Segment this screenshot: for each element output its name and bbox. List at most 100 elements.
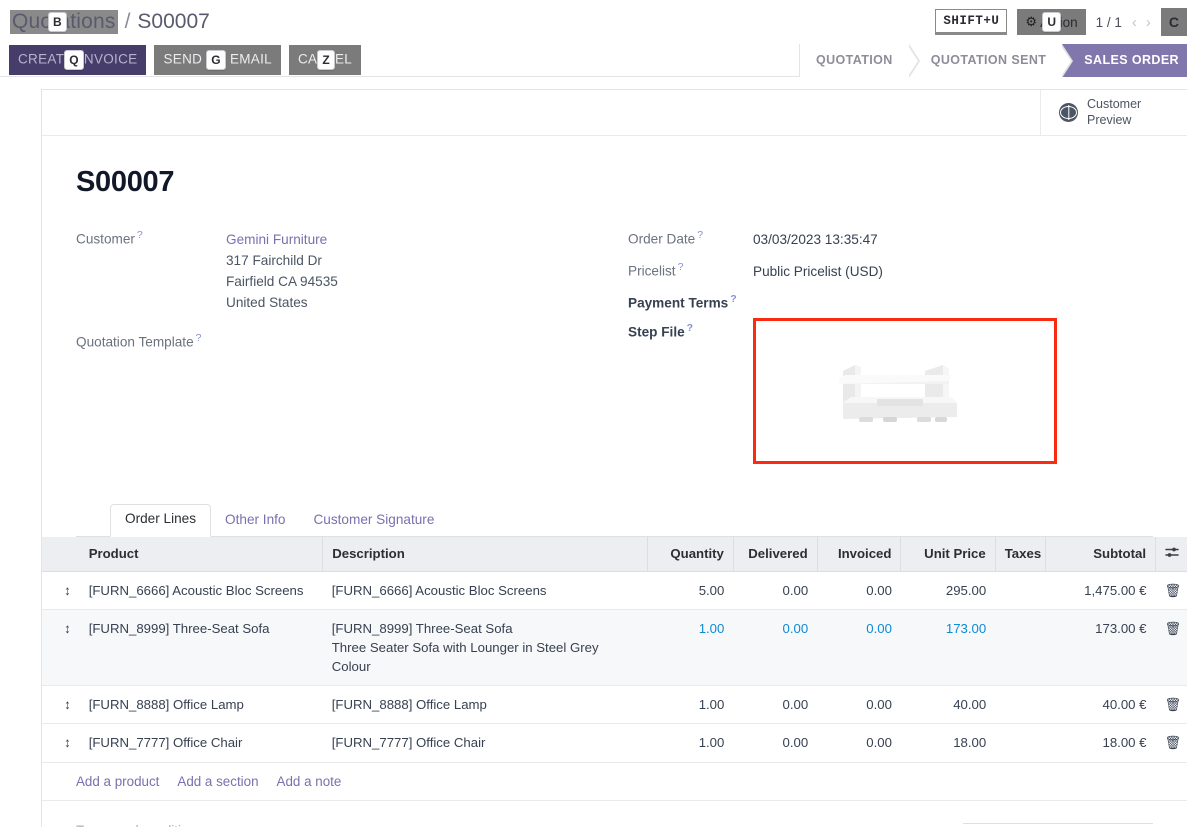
quotation-template-label-text: Quotation Template — [76, 334, 194, 350]
cell-delivered[interactable]: 0.00 — [733, 685, 818, 725]
column-product[interactable]: Product — [79, 536, 324, 572]
cell-description-main: [FURN_7777] Office Chair — [331, 735, 486, 751]
chevron-right-icon[interactable]: › — [1145, 13, 1151, 31]
customer-name-link[interactable]: Gemini Furniture — [226, 232, 328, 247]
cell-unit-price[interactable]: 173.00 — [900, 609, 996, 687]
stage-quotation-sent[interactable]: QUOTATION SENT — [908, 43, 1073, 78]
send-email-label-after: EMAIL — [229, 51, 272, 67]
record-sheet: Customer Preview S00007 Customer? Gemini… — [41, 89, 1187, 827]
cell-taxes[interactable] — [995, 685, 1046, 725]
breadcrumb-root-quotations[interactable]: Quotations B — [10, 10, 118, 34]
field-pricelist: Pricelist? Public Pricelist (USD) — [628, 261, 1153, 282]
column-taxes[interactable]: Taxes — [995, 536, 1047, 572]
field-order-date-value[interactable]: 03/03/2023 13:35:47 — [753, 232, 878, 247]
cell-unit-price[interactable]: 295.00 — [900, 571, 996, 610]
help-icon[interactable]: ? — [195, 332, 202, 345]
help-icon[interactable]: ? — [677, 261, 684, 274]
cancel-label-after: EL — [334, 51, 353, 67]
tab-other-info[interactable]: Other Info — [225, 512, 286, 528]
cell-quantity[interactable]: 1.00 — [647, 685, 734, 725]
help-icon[interactable]: ? — [697, 229, 704, 241]
field-customer-value[interactable]: Gemini Furniture 317 Fairchild Dr Fairfi… — [226, 229, 338, 313]
trash-icon[interactable]: 🗑 — [1155, 571, 1187, 610]
tab-order-lines[interactable]: Order Lines — [110, 504, 212, 537]
action-menu-button[interactable]: ⚙ Action U — [1017, 9, 1086, 35]
globe-icon — [1059, 103, 1078, 122]
trash-icon[interactable]: 🗑 — [1155, 723, 1187, 763]
cell-product[interactable]: [FURN_8888] Office Lamp — [79, 685, 323, 725]
column-description[interactable]: Description — [322, 536, 648, 572]
cell-delivered[interactable]: 0.00 — [733, 571, 818, 610]
cell-description[interactable]: [FURN_8888] Office Lamp — [322, 685, 648, 725]
table-row[interactable]: ↕ [FURN_6666] Acoustic Bloc Screens [FUR… — [42, 571, 1187, 610]
cell-subtotal: 40.00 € — [1045, 685, 1156, 725]
column-delivered[interactable]: Delivered — [733, 536, 818, 572]
field-pricelist-label: Pricelist? — [628, 261, 753, 282]
add-a-note-link[interactable]: Add a note — [276, 773, 342, 789]
cell-quantity[interactable]: 5.00 — [647, 571, 734, 610]
cell-invoiced[interactable]: 0.00 — [817, 609, 901, 687]
cell-product[interactable]: [FURN_8999] Three-Seat Sofa — [79, 609, 323, 687]
stage-sales-order[interactable]: SALES ORDER — [1062, 43, 1187, 77]
terms-and-conditions-input[interactable]: Terms and conditions... — [76, 823, 963, 827]
cancel-button[interactable]: CA Z EL — [288, 45, 362, 75]
cell-quantity[interactable]: 1.00 — [647, 723, 734, 763]
step-file-viewer[interactable] — [753, 317, 1057, 464]
column-unit-price[interactable]: Unit Price — [900, 536, 996, 572]
order-lines-table: Product Description Quantity Delivered I… — [42, 536, 1187, 763]
add-a-product-link[interactable]: Add a product — [76, 773, 160, 789]
help-icon[interactable]: ? — [686, 321, 694, 334]
cell-taxes[interactable] — [995, 609, 1046, 687]
cell-invoiced[interactable]: 0.00 — [817, 685, 901, 725]
field-customer: Customer? Gemini Furniture 317 Fairchild… — [76, 229, 628, 313]
customer-preview-button[interactable]: Customer Preview — [1040, 90, 1187, 135]
cell-invoiced[interactable]: 0.00 — [817, 723, 901, 763]
create-invoice-button[interactable]: CREAT Q NVOICE — [9, 45, 147, 75]
drag-handle-icon[interactable]: ↕ — [42, 609, 80, 687]
send-by-email-button[interactable]: SEND G EMAIL — [154, 45, 281, 75]
table-row[interactable]: ↕ [FURN_7777] Office Chair [FURN_7777] O… — [42, 723, 1187, 763]
cell-product[interactable]: [FURN_7777] Office Chair — [79, 723, 323, 763]
help-icon[interactable]: ? — [730, 293, 737, 306]
field-order-date: Order Date? 03/03/2023 13:35:47 — [628, 229, 1153, 250]
column-invoiced[interactable]: Invoiced — [817, 536, 902, 572]
help-icon[interactable]: ? — [136, 229, 143, 241]
cell-delivered[interactable]: 0.00 — [733, 723, 818, 763]
stage-quotation[interactable]: QUOTATION — [799, 43, 920, 78]
drag-handle-icon[interactable]: ↕ — [42, 723, 80, 763]
cell-product[interactable]: [FURN_6666] Acoustic Bloc Screens — [79, 571, 323, 610]
page-title: S00007 — [76, 166, 175, 198]
drag-handle-icon[interactable]: ↕ — [42, 685, 80, 725]
cell-delivered[interactable]: 0.00 — [733, 609, 818, 687]
field-order-date-label: Order Date? — [628, 229, 753, 250]
cell-unit-price[interactable]: 18.00 — [900, 723, 996, 763]
trash-icon[interactable]: 🗑 — [1155, 685, 1187, 725]
trash-icon[interactable]: 🗑 — [1155, 609, 1187, 687]
cell-description[interactable]: [FURN_8999] Three-Seat Sofa Three Seater… — [322, 609, 648, 687]
cut-off-button[interactable]: C — [1160, 8, 1187, 36]
table-row[interactable]: ↕ [FURN_8888] Office Lamp [FURN_8888] Of… — [42, 685, 1187, 725]
drag-handle-icon[interactable]: ↕ — [42, 571, 80, 610]
tab-customer-signature[interactable]: Customer Signature — [313, 512, 435, 528]
column-subtotal[interactable]: Subtotal — [1045, 536, 1156, 572]
sliders-icon[interactable] — [1155, 536, 1187, 572]
cell-taxes[interactable] — [995, 723, 1046, 763]
table-row[interactable]: ↕ [FURN_8999] Three-Seat Sofa [FURN_8999… — [42, 609, 1187, 687]
cancel-label-before: CA — [297, 51, 318, 67]
cell-description[interactable]: [FURN_7777] Office Chair — [322, 723, 648, 763]
cell-unit-price[interactable]: 40.00 — [900, 685, 996, 725]
cell-taxes[interactable] — [995, 571, 1046, 610]
cell-invoiced[interactable]: 0.00 — [817, 571, 901, 610]
cell-subtotal: 173.00 € — [1045, 609, 1156, 687]
sheet-wrapper: Customer Preview S00007 Customer? Gemini… — [0, 77, 1187, 827]
gear-icon: ⚙ — [1025, 14, 1038, 29]
add-a-section-link[interactable]: Add a section — [177, 773, 259, 789]
order-date-label-text: Order Date — [628, 231, 696, 247]
add-row-links: Add a product Add a section Add a note — [42, 763, 1187, 801]
field-pricelist-value[interactable]: Public Pricelist (USD) — [753, 264, 883, 280]
column-quantity[interactable]: Quantity — [647, 536, 734, 572]
cell-description[interactable]: [FURN_6666] Acoustic Bloc Screens — [322, 571, 648, 610]
chevron-left-icon[interactable]: ‹ — [1131, 13, 1137, 31]
table-header-row: Product Description Quantity Delivered I… — [42, 536, 1187, 572]
cell-quantity[interactable]: 1.00 — [647, 609, 734, 687]
